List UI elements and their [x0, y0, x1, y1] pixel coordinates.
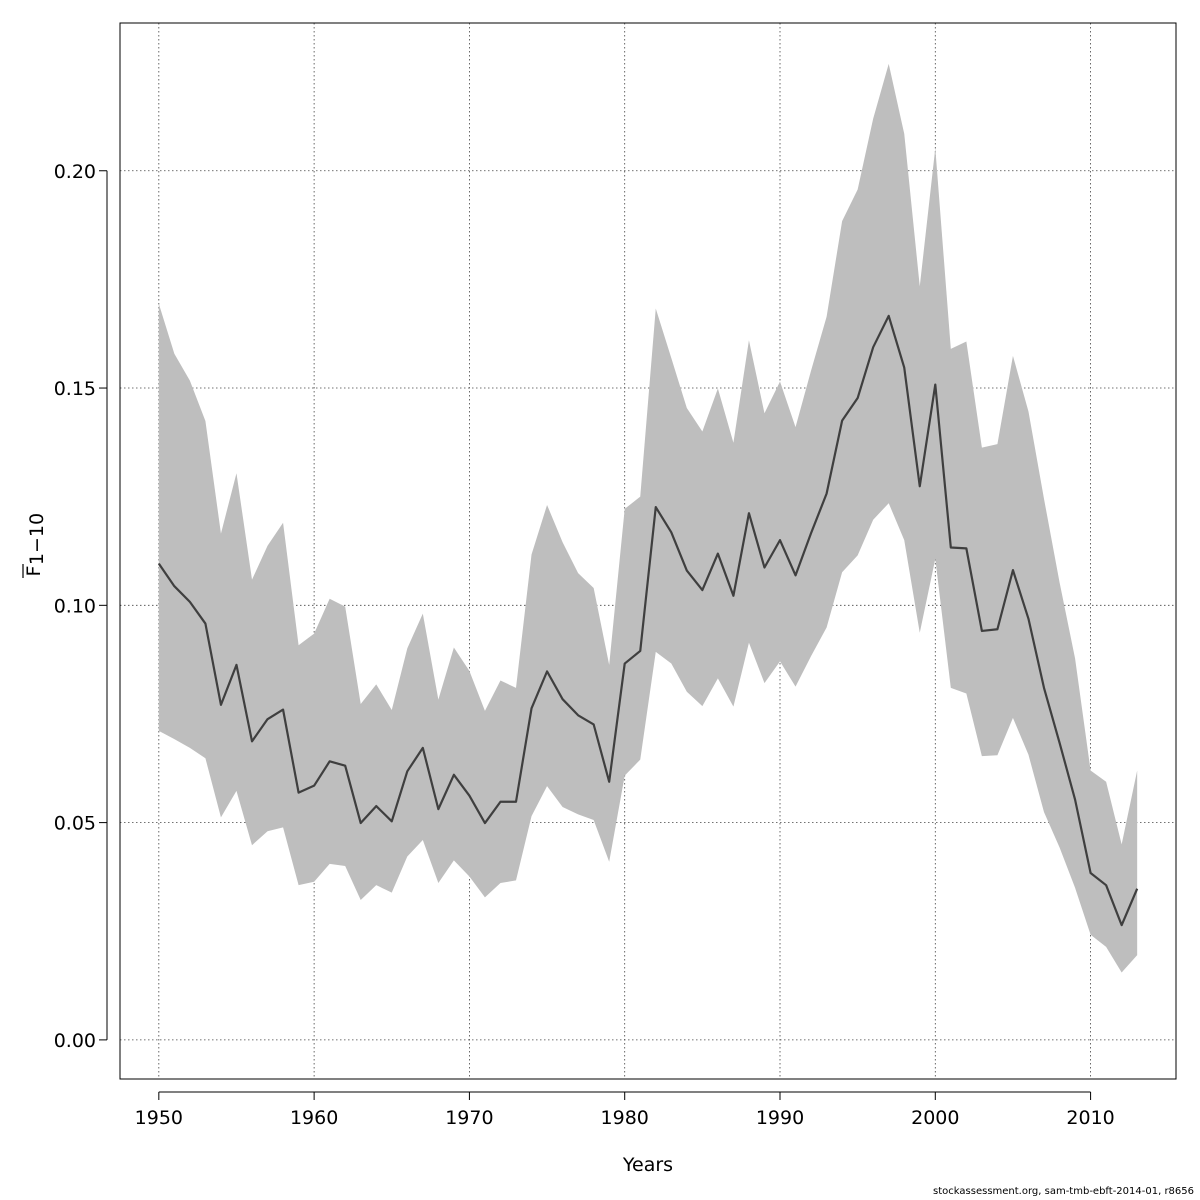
y-axis-title-main: F [23, 566, 45, 577]
footer-caption: stockassessment.org, sam-tmb-ebft-2014-0… [933, 1186, 1194, 1197]
x-axis-title: Years [622, 1154, 673, 1176]
x-tick-label: 1960 [290, 1107, 338, 1129]
x-tick-label: 1990 [756, 1107, 804, 1129]
x-tick-label: 1980 [601, 1107, 649, 1129]
plot-frame [119, 22, 1177, 1080]
y-axis-title: F 1−10 [22, 513, 48, 578]
estimate-line-group [157, 314, 1139, 927]
x-tick-label: 1950 [135, 1107, 183, 1129]
y-axis-title-subscript: 1−10 [26, 513, 48, 565]
x-tick-label: 2000 [911, 1107, 959, 1129]
estimate-line [157, 314, 1139, 927]
confidence-band [158, 63, 1138, 973]
y-tick-label: 0.15 [54, 378, 96, 400]
x-tick-label: 1970 [445, 1107, 493, 1129]
y-axis: 0.00 0.05 0.10 0.15 0.20 [54, 161, 108, 1052]
y-tick-label: 0.20 [54, 161, 96, 183]
x-tick-label: 2010 [1066, 1107, 1114, 1129]
x-axis: 1950 1960 1970 1980 1990 2000 2010 [135, 1091, 1115, 1129]
confidence-band-group [158, 63, 1138, 973]
y-tick-label: 0.05 [54, 813, 96, 835]
y-tick-label: 0.10 [54, 595, 96, 617]
y-tick-label: 0.00 [54, 1030, 96, 1052]
